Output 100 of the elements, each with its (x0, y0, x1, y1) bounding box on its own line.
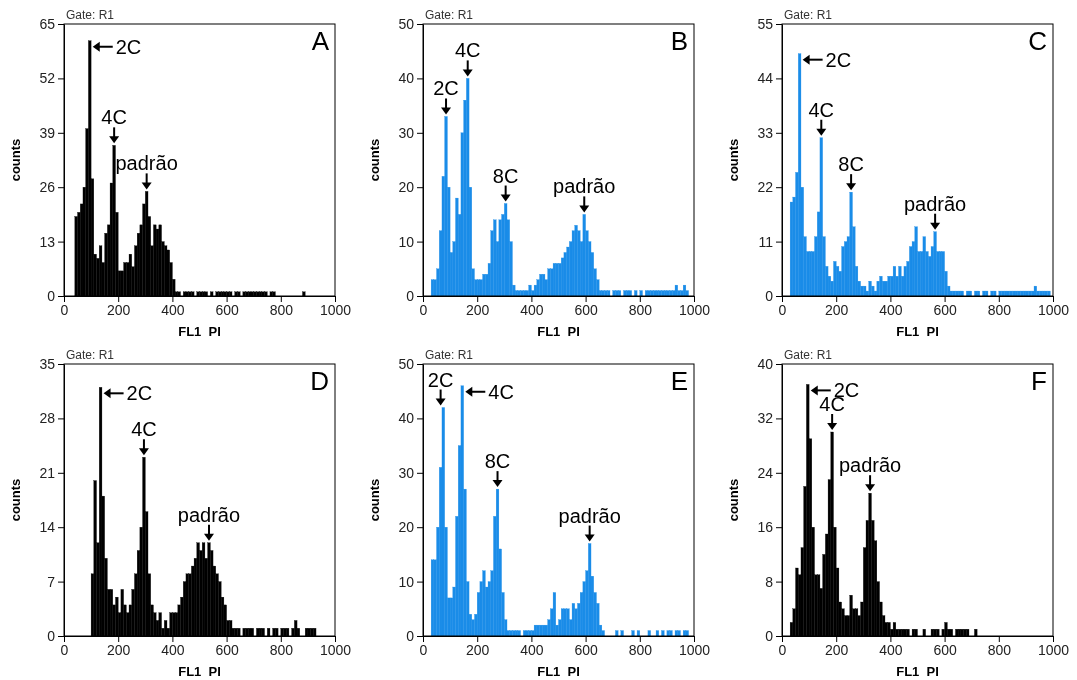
x-tick-label: 0 (419, 301, 428, 318)
x-tick-label: 400 (520, 301, 544, 318)
y-tick-label: 20 (398, 179, 415, 196)
y-tick-label: 35 (39, 355, 56, 372)
x-tick-label: 600 (215, 641, 239, 658)
x-tick-label: 200 (466, 301, 490, 318)
x-tick-label: 800 (987, 301, 1012, 318)
y-tick-label: 0 (47, 627, 56, 644)
text: Gate: R1 (784, 348, 833, 362)
y-tick-label: 22 (757, 179, 774, 196)
x-tick-label: 1000 (1037, 641, 1070, 658)
y-tick-label: 30 (398, 124, 415, 141)
x-tick-label: 1000 (678, 301, 711, 318)
x-tick-label: 400 (520, 641, 544, 658)
x-tick-label: 600 (215, 301, 239, 318)
annotation: padrão (115, 152, 178, 175)
x-tick-label: 200 (825, 641, 849, 658)
annotation: 8C (484, 450, 511, 473)
annotation: 2C (427, 368, 454, 391)
y-tick-label: 40 (398, 410, 415, 427)
annotation: 2C (825, 48, 852, 71)
y-tick-label: 0 (765, 287, 774, 304)
x-tick-label: 400 (879, 641, 903, 658)
x-tick-label: 600 (574, 641, 598, 658)
annotation: 4C (101, 106, 127, 129)
x-tick-label: 200 (825, 301, 849, 318)
y-tick-label: 55 (757, 15, 774, 32)
annotation: padrão (558, 504, 621, 527)
y-tick-label: 24 (757, 464, 774, 481)
y-tick-label: 50 (398, 355, 415, 372)
x-tick-label: 1000 (319, 301, 352, 318)
text: Gate: R1 (66, 348, 115, 362)
x-tick-label: 800 (987, 641, 1012, 658)
annotation: 8C (492, 164, 519, 187)
annotation: padrão (903, 192, 967, 215)
chart-title: A (311, 26, 330, 56)
annotation: 2C (433, 77, 459, 100)
x-axis-title: FL1 PI (896, 664, 939, 679)
y-tick-label: 52 (39, 70, 56, 87)
x-tick-label: 600 (574, 301, 598, 318)
y-tick-label: 26 (39, 179, 56, 196)
x-tick-label: 400 (161, 301, 185, 318)
chart-title: F (1031, 366, 1047, 396)
x-axis-title: FL1 PI (896, 324, 939, 339)
annotation: 2C (115, 35, 142, 58)
text: Gate: R1 (425, 8, 474, 22)
y-axis-title: counts (367, 138, 382, 182)
text: Gate: R1 (66, 8, 115, 22)
annotation: padrão (553, 175, 616, 198)
text: Gate: R1 (425, 348, 474, 362)
annotation: 2C (126, 382, 153, 405)
y-tick-label: 39 (39, 124, 56, 141)
x-tick-label: 800 (269, 641, 294, 658)
y-tick-label: 10 (398, 233, 415, 250)
y-axis-title: counts (726, 478, 741, 522)
y-tick-label: 0 (47, 287, 56, 304)
annotation: padrão (838, 454, 902, 477)
x-tick-label: 0 (419, 641, 428, 658)
y-tick-label: 0 (765, 627, 774, 644)
text: Gate: R1 (784, 8, 833, 22)
x-tick-label: 1000 (1037, 301, 1070, 318)
y-tick-label: 50 (398, 15, 415, 32)
y-tick-label: 44 (757, 70, 774, 87)
x-tick-label: 1000 (678, 641, 711, 658)
y-tick-label: 32 (757, 410, 774, 427)
x-tick-label: 200 (466, 641, 490, 658)
x-tick-label: 200 (107, 641, 131, 658)
chart-title: E (670, 366, 688, 396)
x-tick-label: 0 (60, 301, 69, 318)
y-tick-label: 30 (398, 464, 415, 481)
y-tick-label: 0 (406, 627, 415, 644)
x-tick-label: 1000 (319, 641, 352, 658)
x-axis-title: FL1 PI (178, 664, 221, 679)
y-axis-title: counts (8, 478, 23, 522)
annotation: 4C (488, 380, 514, 403)
y-tick-label: 14 (39, 519, 56, 536)
y-tick-label: 13 (39, 233, 56, 250)
x-tick-label: 800 (269, 301, 294, 318)
x-tick-label: 200 (107, 301, 131, 318)
y-tick-label: 33 (757, 124, 774, 141)
annotation: 4C (454, 39, 481, 62)
y-tick-label: 40 (398, 70, 415, 87)
x-tick-label: 400 (161, 641, 185, 658)
y-tick-label: 11 (758, 233, 774, 250)
y-axis-title: counts (8, 138, 23, 182)
x-tick-label: 800 (628, 301, 653, 318)
chart-title: B (670, 26, 688, 56)
y-tick-label: 0 (406, 287, 415, 304)
y-tick-label: 8 (765, 573, 774, 590)
chart-title: C (1028, 26, 1047, 56)
annotation: 4C (131, 418, 157, 441)
y-tick-label: 7 (47, 573, 56, 590)
x-axis-title: FL1 PI (537, 324, 580, 339)
x-tick-label: 0 (60, 641, 69, 658)
x-tick-label: 0 (778, 641, 787, 658)
y-axis-title: counts (367, 478, 382, 522)
x-tick-label: 400 (879, 301, 903, 318)
y-tick-label: 10 (398, 573, 415, 590)
x-axis-title: FL1 PI (537, 664, 580, 679)
y-tick-label: 20 (398, 519, 415, 536)
